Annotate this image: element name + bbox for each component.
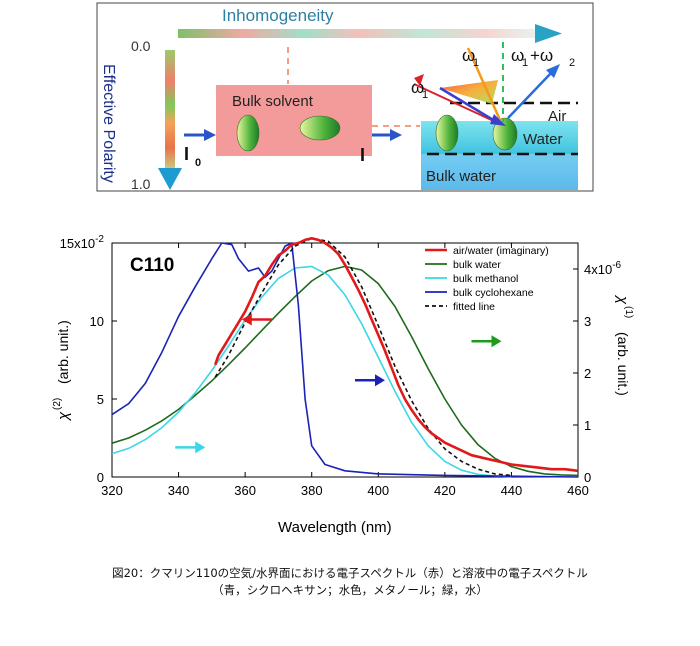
series-line-air-water-imaginary-	[213, 237, 579, 473]
y-right-tick-label: 1	[584, 418, 591, 433]
y-left-superscript: (2)	[52, 398, 63, 410]
polarity-bottom-value: 1.0	[131, 176, 151, 192]
omega1-beam-tip	[414, 74, 424, 86]
spectrum-chart: 320 340 360 380 400 420 440 460 0 5 10 15x10-2 0 1 2…	[52, 234, 634, 536]
series-line-bulk-cyclohexane	[111, 242, 579, 478]
water-label: Water	[523, 131, 562, 148]
inhomogeneity-arrowhead	[535, 24, 562, 43]
x-axis-label: Wavelength (nm)	[278, 519, 392, 536]
y-right-tick-label: 2	[584, 366, 591, 381]
x-tick-label: 380	[301, 483, 323, 498]
caption-line-1: 図20：クマリン110の空気/水界面における電子スペクトル（赤）と溶液中の電子ス…	[112, 566, 588, 580]
interface-molecule-right	[492, 117, 518, 151]
schematic-diagram: Inhomogeneity 0.0 1.0 Effective Polarity…	[96, 2, 594, 192]
i-arrowhead	[390, 129, 402, 141]
figure-caption: 図20：クマリン110の空気/水界面における電子スペクトル（赤）と溶液中の電子ス…	[0, 565, 700, 599]
y-left-tick-label: 10	[90, 314, 104, 329]
legend-label: bulk water	[453, 259, 501, 271]
bulk-water-label: Bulk water	[426, 168, 496, 185]
legend-label: fitted line	[453, 301, 495, 313]
y-left-unit: (arb. unit.)	[55, 320, 71, 384]
legend-label: air/water (imaginary)	[453, 245, 549, 257]
legend: air/water (imaginary) bulk water bulk meth…	[425, 245, 549, 313]
y-left-symbol: χ	[55, 411, 72, 422]
annotation-arrowhead	[195, 441, 206, 454]
y-right-tick-label: 0	[584, 470, 591, 485]
molecule-horizontal	[299, 115, 341, 141]
y-right-tick-label: 4x10-6	[584, 260, 622, 277]
y-right-axis-label: χ (1) (arb. unit.)	[614, 294, 634, 396]
bulk-solvent-label: Bulk solvent	[232, 93, 314, 110]
series-layer	[111, 237, 579, 478]
y-left-tick-label: 5	[97, 392, 104, 407]
sfg-output-beam	[507, 71, 553, 119]
y-left-axis-label: χ (2) (arb. unit.)	[52, 320, 72, 422]
sum-freq-omega1: ω	[511, 46, 524, 65]
incident-beam-blue	[439, 86, 501, 126]
annotation-arrowhead	[491, 335, 502, 348]
legend-label: bulk methanol	[453, 273, 518, 285]
x-tick-label: 460	[567, 483, 589, 498]
series-line-fitted-line	[214, 237, 512, 477]
legend-label: bulk cyclohexane	[453, 287, 534, 299]
sample-label: C110	[130, 255, 174, 276]
x-tick-label: 320	[101, 483, 123, 498]
x-tick-label: 420	[434, 483, 456, 498]
series-line-bulk-methanol	[111, 265, 512, 478]
y-left-tick-label: 0	[97, 470, 104, 485]
bulk-water-band	[421, 154, 578, 190]
inhomogeneity-label: Inhomogeneity	[222, 6, 334, 25]
omega1-beam-orange	[466, 47, 502, 121]
y-right-tick-label: 3	[584, 314, 591, 329]
polarity-top-value: 0.0	[131, 38, 151, 54]
annotation-arrows	[175, 313, 502, 454]
x-axis: 320 340 360 380 400 420 440 460	[101, 243, 589, 498]
polarity-gradient-bar	[165, 50, 175, 172]
i0-subscript: 0	[195, 157, 201, 169]
omega1-mid-sub: 1	[473, 57, 479, 69]
molecule-vertical	[236, 114, 260, 152]
i0-arrowhead	[204, 129, 216, 141]
x-tick-label: 340	[168, 483, 190, 498]
visible-beam-cone	[440, 80, 498, 104]
y-right-symbol: χ	[614, 294, 631, 305]
omega1-left-sub: 1	[422, 89, 428, 101]
sum-freq-omega1-sub: 1	[522, 57, 528, 69]
x-tick-label: 440	[501, 483, 523, 498]
y-right-superscript: (1)	[623, 306, 634, 318]
polarity-arrowhead	[158, 168, 182, 190]
x-tick-label: 400	[367, 483, 389, 498]
sum-freq-omega2-sub: 2	[569, 57, 575, 69]
polarity-label: Effective Polarity	[100, 64, 117, 183]
i0-label: I	[184, 144, 189, 164]
plot-frame	[111, 242, 579, 478]
interface-molecule-left	[435, 114, 459, 152]
air-label: Air	[548, 108, 566, 125]
i-label: I	[360, 145, 365, 165]
y-axis-right: 0 1 2 3 4x10-6	[573, 260, 622, 485]
omega1-beam-red	[413, 83, 501, 125]
y-axis-left: 0 5 10 15x10-2	[60, 234, 117, 485]
y-left-tick-label: 15x10-2	[60, 234, 105, 251]
sum-freq-omega2: +ω	[530, 46, 553, 65]
omega1-left-label: ω	[411, 78, 424, 97]
omega1-mid-label: ω	[462, 46, 475, 65]
annotation-arrowhead	[241, 313, 252, 326]
caption-line-2: （青，シクロヘキサン；水色，メタノール；緑，水）	[212, 583, 488, 597]
sfg-output-arrowhead	[546, 64, 560, 78]
inhomogeneity-gradient-bar	[178, 29, 538, 38]
x-tick-label: 360	[234, 483, 256, 498]
y-right-unit: (arb. unit.)	[615, 332, 631, 396]
incident-beam-arrowhead	[490, 114, 506, 126]
annotation-arrowhead	[374, 374, 385, 387]
